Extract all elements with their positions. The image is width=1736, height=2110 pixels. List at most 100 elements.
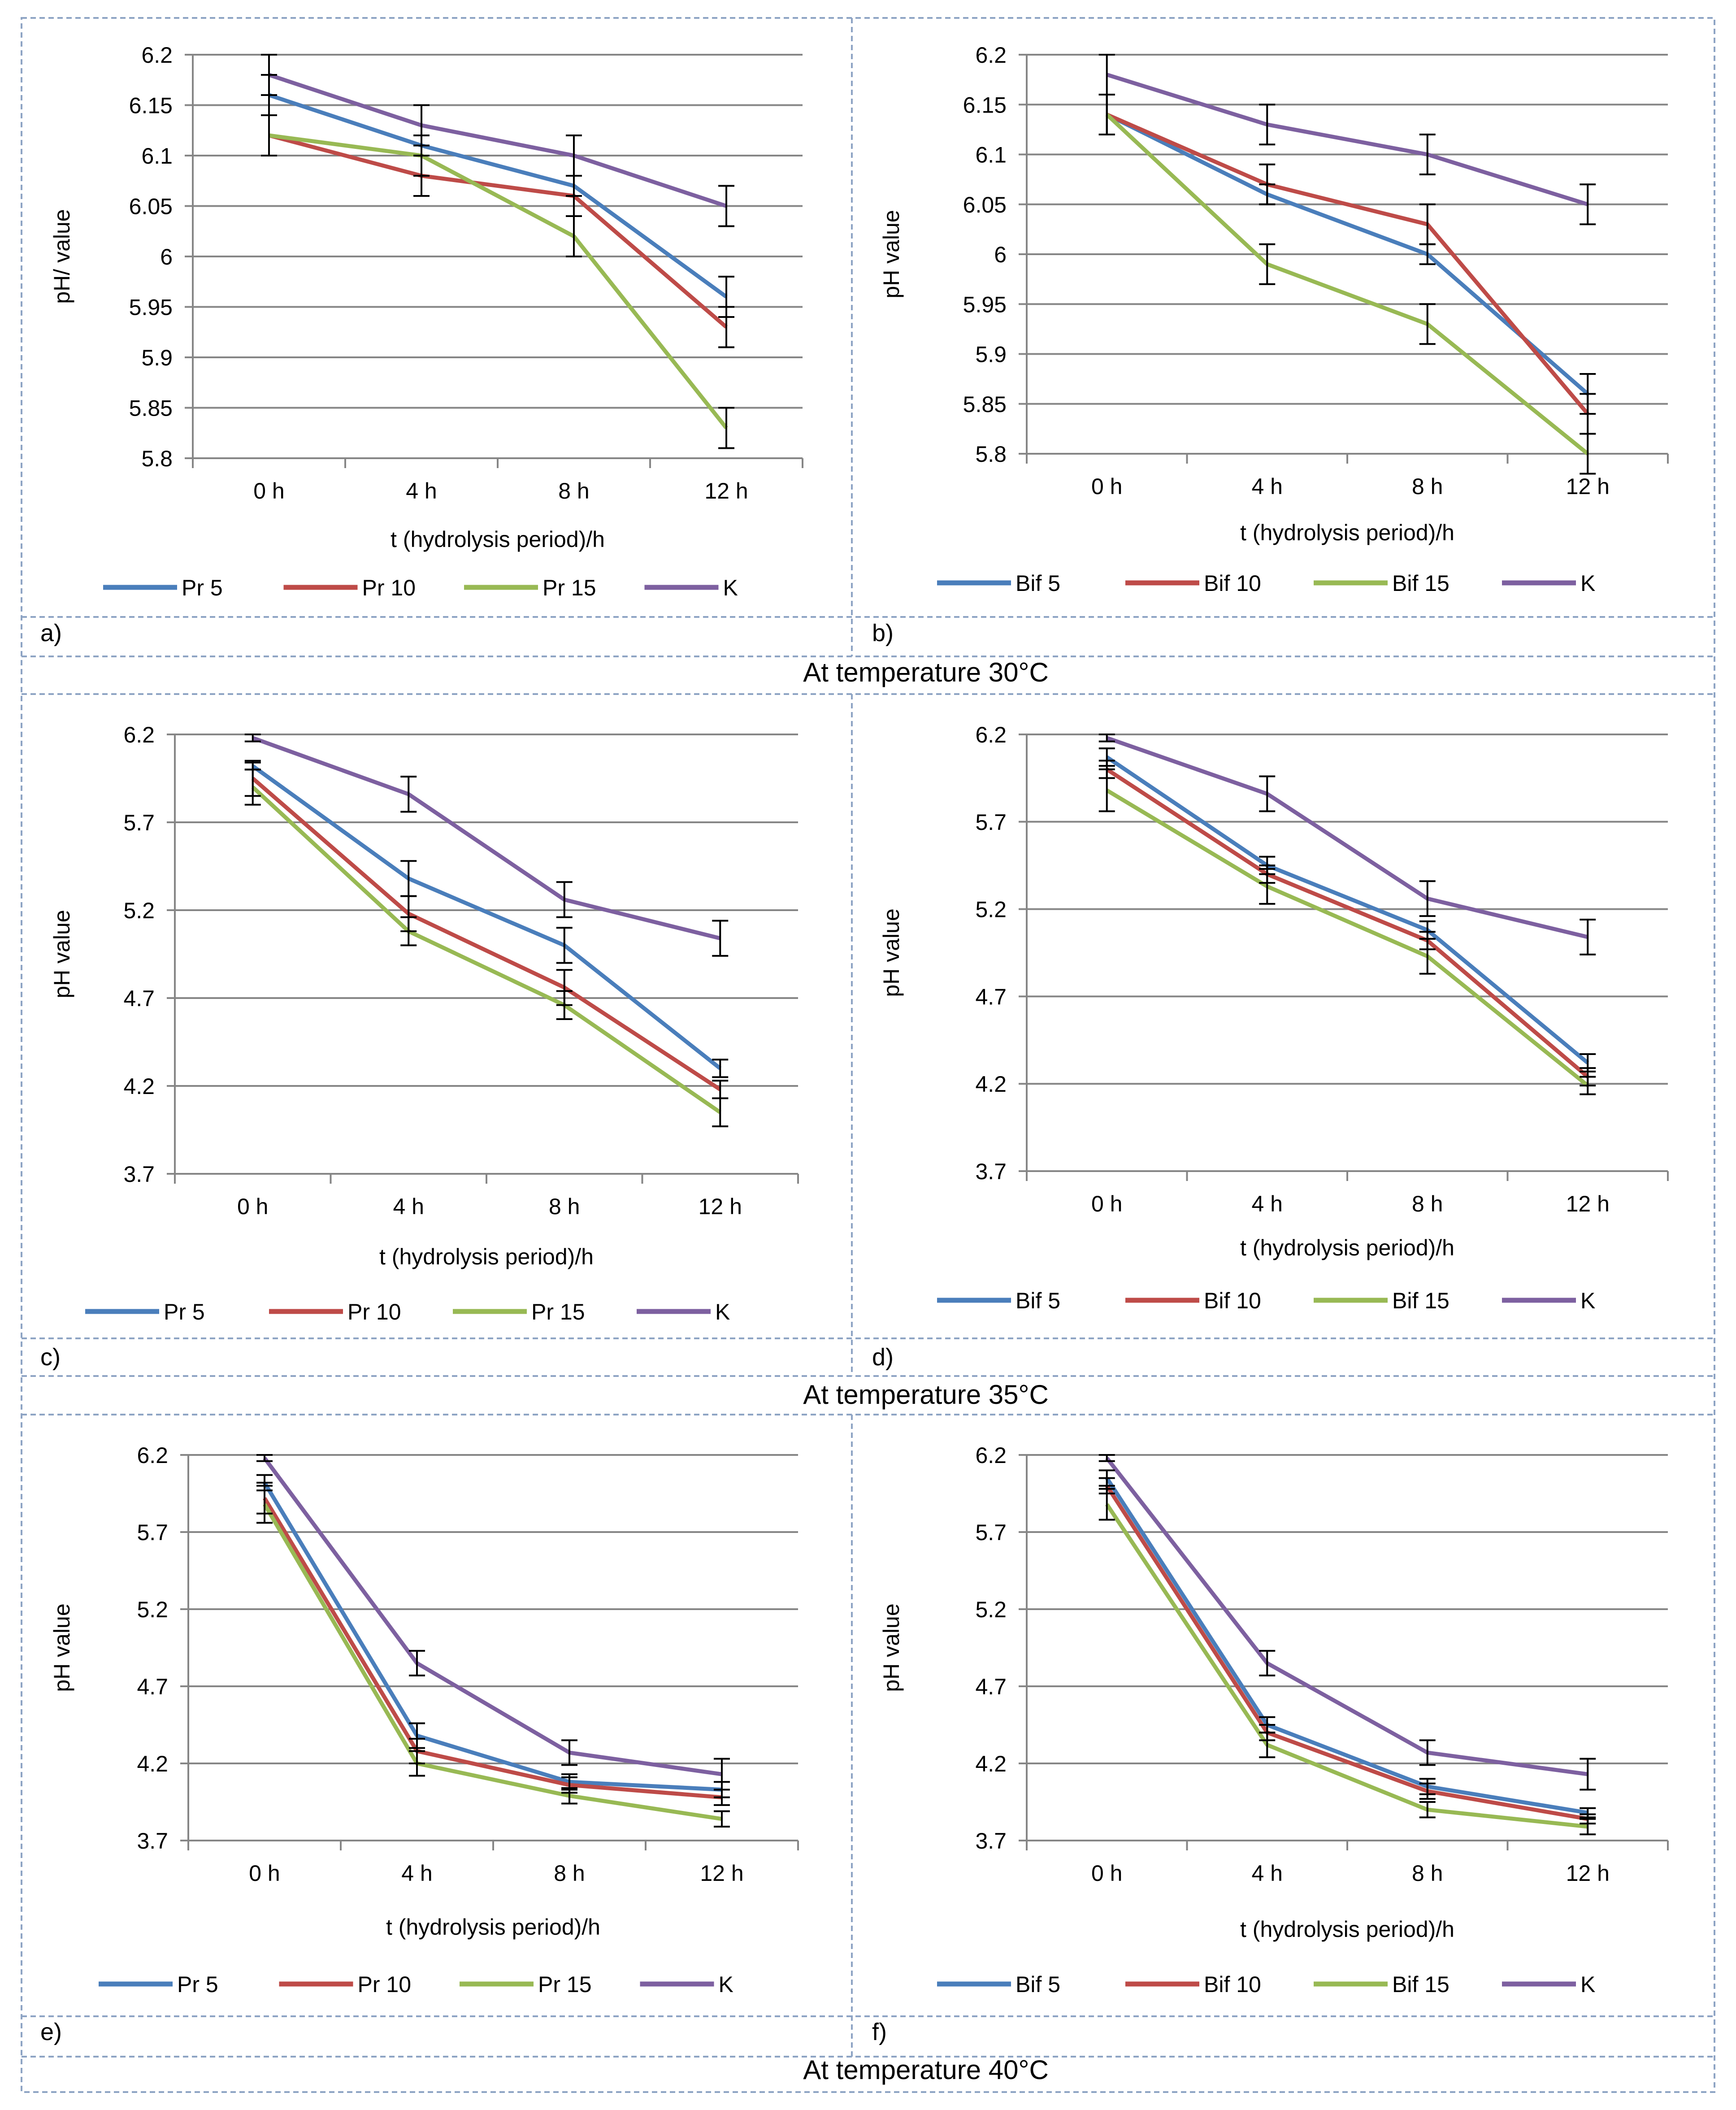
x-tick-label: 8 h	[1412, 1191, 1443, 1216]
error-bar	[712, 1097, 729, 1128]
y-tick-label: 5.9	[975, 342, 1007, 367]
panel-label: e)	[40, 2019, 62, 2045]
error-bar	[714, 1758, 730, 1791]
y-tick-label: 4.7	[975, 984, 1007, 1009]
legend-entry-2: Bif 10	[1125, 571, 1261, 596]
x-tick-label: 12 h	[1566, 1861, 1610, 1886]
y-tick-label: 4.7	[975, 1674, 1007, 1699]
error-bar	[1580, 183, 1596, 226]
error-bar	[261, 114, 277, 156]
error-bar	[561, 1787, 577, 1805]
x-tick-label: 12 h	[1566, 474, 1610, 499]
series-line-2	[1105, 1485, 1588, 1821]
x-tick-label: 0 h	[1091, 1191, 1123, 1216]
y-tick-label: 4.2	[975, 1072, 1007, 1097]
y-tick-label: 6.2	[141, 43, 173, 68]
chart-d: 3.7 4.2 4.7 5.2 5.7 6.2 0 h 4 h 8 h 12 h t (hydrol…	[872, 722, 1669, 1371]
x-tick-label: 12 h	[1566, 1191, 1610, 1216]
series-line-2	[1106, 113, 1589, 415]
error-bar	[561, 1739, 577, 1766]
x-tick-label: 12 h	[700, 1861, 743, 1886]
series-line-2	[1106, 768, 1589, 1079]
legend-label: Bif 15	[1392, 1288, 1450, 1313]
error-bar	[244, 734, 261, 742]
y-axis-title: pH value	[879, 908, 904, 997]
x-tick-label: 8 h	[549, 1194, 580, 1219]
x-tick-label: 8 h	[558, 478, 590, 504]
error-bar	[718, 306, 734, 348]
error-bar	[566, 135, 582, 177]
x-axis-title: t (hydrolysis period)/h	[1240, 1235, 1454, 1260]
error-bar	[1580, 1758, 1596, 1791]
x-tick-label: 4 h	[1251, 1861, 1283, 1886]
y-axis-title: pH value	[879, 1603, 904, 1692]
series-line-1	[252, 764, 722, 1070]
legend-label: Pr 15	[542, 575, 596, 600]
legend-label: Pr 5	[177, 1972, 218, 1997]
chart-c: 3.7 4.2 4.7 5.2 5.7 6.2 0 h 4 h 8 h 12 h t (hydrol…	[40, 722, 799, 1371]
error-bar	[1098, 768, 1115, 812]
legend-entry-3: Pr 15	[460, 1972, 592, 1997]
x-tick-label: 0 h	[249, 1861, 280, 1886]
y-tick-label: 3.7	[975, 1828, 1007, 1854]
x-tick-label: 8 h	[554, 1861, 585, 1886]
y-tick-label: 5.8	[141, 446, 173, 471]
panel-label: c)	[40, 1344, 61, 1371]
series-line-2	[251, 777, 721, 1091]
legend-label: Bif 10	[1204, 1288, 1261, 1313]
x-tick-label: 4 h	[406, 478, 437, 504]
x-axis-title: t (hydrolysis period)/h	[1240, 1917, 1454, 1942]
error-bar	[1419, 134, 1436, 175]
y-tick-label: 4.7	[137, 1674, 168, 1699]
panel-label: d)	[872, 1344, 894, 1371]
y-tick-label: 6.1	[975, 143, 1007, 168]
outer-frame	[21, 17, 1715, 2093]
y-axis-title: pH/ value	[49, 209, 74, 304]
series-line-4	[268, 73, 727, 208]
y-tick-label: 5.95	[129, 295, 173, 320]
y-tick-label: 5.2	[975, 897, 1007, 922]
x-tick-label: 12 h	[704, 478, 748, 504]
error-bar	[1259, 243, 1276, 285]
y-tick-label: 4.2	[137, 1751, 168, 1776]
error-bar	[714, 1810, 730, 1828]
y-axis-title: pH value	[49, 910, 74, 998]
series-line-4	[1106, 736, 1588, 939]
series-line-1	[263, 1481, 722, 1792]
chart-e: 3.7 4.2 4.7 5.2 5.7 6.2 0 h 4 h 8 h 12 h t (hydrol…	[40, 1443, 799, 2045]
x-tick-label: 0 h	[237, 1194, 269, 1219]
y-tick-label: 6.15	[963, 92, 1007, 117]
y-tick-label: 5.2	[123, 898, 155, 923]
y-tick-label: 3.7	[137, 1828, 168, 1854]
y-tick-label: 6.05	[963, 192, 1007, 217]
series-line-3	[269, 133, 728, 430]
legend-entry-2: Bif 10	[1125, 1972, 1261, 1997]
y-tick-label: 5.95	[963, 292, 1007, 317]
y-tick-label: 6.05	[129, 194, 173, 219]
y-tick-label: 6	[994, 242, 1007, 267]
panel-label: a)	[40, 620, 62, 647]
panel-label: f)	[872, 2019, 887, 2045]
x-axis-title: t (hydrolysis period)/h	[1240, 520, 1454, 545]
legend-label: K	[719, 1972, 733, 1997]
legend-entry-1: Bif 5	[937, 1288, 1060, 1313]
chart-f: 3.7 4.2 4.7 5.2 5.7 6.2 0 h 4 h 8 h 12 h t (hydrol…	[872, 1443, 1669, 2045]
y-tick-label: 5.2	[975, 1597, 1007, 1622]
error-bar	[413, 104, 430, 147]
x-tick-label: 12 h	[699, 1194, 742, 1219]
legend-label: Pr 10	[362, 575, 416, 600]
y-tick-label: 5.7	[975, 1520, 1007, 1545]
legend-entry-1: Bif 5	[937, 1972, 1060, 1997]
legend-label: K	[1580, 1972, 1595, 1997]
error-bar	[400, 776, 417, 813]
error-bar	[712, 1059, 729, 1078]
x-tick-label: 4 h	[401, 1861, 433, 1886]
y-tick-label: 5.8	[975, 442, 1007, 467]
error-bar	[1098, 1454, 1115, 1462]
y-tick-label: 5.2	[137, 1597, 168, 1622]
legend-entry-3: Bif 15	[1314, 1288, 1450, 1313]
error-bar	[556, 927, 573, 964]
panel-label: b)	[872, 620, 894, 647]
legend-entry-4: K	[1502, 571, 1595, 596]
